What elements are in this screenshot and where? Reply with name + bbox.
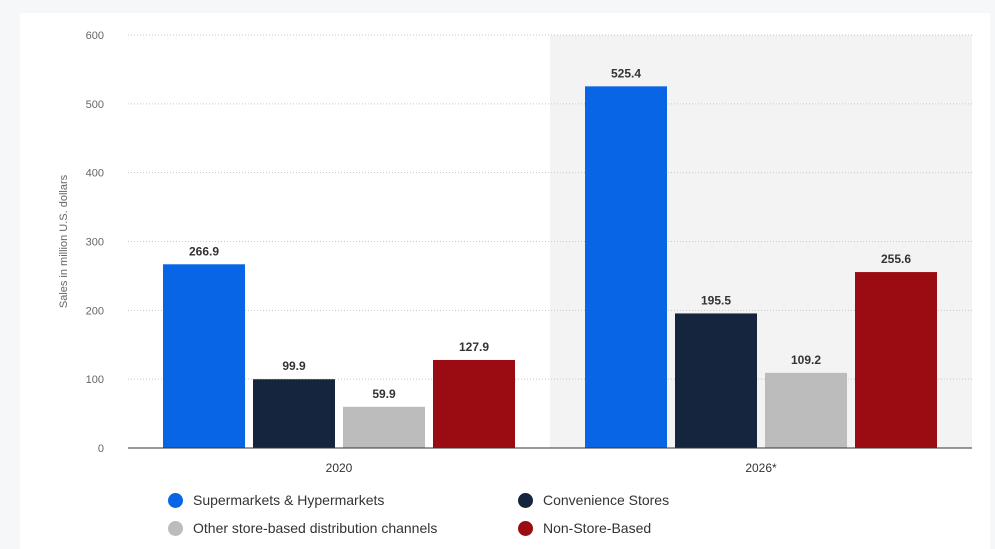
bar-chart: 0 100 200 300 400 500 600 Sales in million U.S.… — [58, 30, 972, 475]
bar — [675, 313, 757, 448]
legend: Supermarkets & Hypermarkets Convenience … — [168, 491, 728, 537]
y-tick-label: 500 — [86, 99, 104, 111]
data-label: 255.6 — [881, 252, 911, 266]
chart-card: 0 100 200 300 400 500 600 Sales in million U.S.… — [20, 13, 990, 549]
bar — [163, 264, 245, 448]
legend-dot-icon — [168, 492, 183, 508]
bar — [253, 379, 335, 448]
x-tick-label: 2020 — [326, 461, 353, 475]
data-label: 109.2 — [791, 353, 821, 367]
y-tick-label: 400 — [86, 168, 104, 180]
data-label: 127.9 — [459, 340, 489, 354]
bar — [855, 272, 937, 448]
legend-item-other-store-based[interactable]: Other store-based distribution channels — [168, 519, 518, 537]
legend-label: Other store-based distribution channels — [193, 520, 438, 536]
bar — [585, 86, 667, 448]
legend-dot-icon — [168, 520, 183, 536]
data-label: 99.9 — [282, 359, 306, 373]
y-tick-label: 200 — [86, 305, 104, 317]
x-tick-label: 2026* — [745, 461, 777, 475]
data-label: 525.4 — [611, 66, 641, 80]
y-tick-label: 100 — [86, 374, 104, 386]
bar — [433, 359, 515, 448]
legend-item-non-store-based[interactable]: Non-Store-Based — [518, 519, 728, 537]
legend-label: Convenience Stores — [543, 492, 670, 508]
data-label: 195.5 — [701, 293, 731, 307]
bar — [765, 372, 847, 448]
y-tick-label: 600 — [86, 30, 104, 42]
legend-label: Non-Store-Based — [543, 520, 652, 536]
data-label: 266.9 — [189, 244, 219, 258]
y-tick-label: 300 — [86, 237, 104, 249]
y-axis-label: Sales in million U.S. dollars — [58, 174, 70, 308]
data-label: 59.9 — [372, 387, 396, 401]
bar — [343, 406, 425, 448]
legend-item-convenience-stores[interactable]: Convenience Stores — [518, 491, 728, 509]
legend-dot-icon — [518, 492, 533, 508]
legend-label: Supermarkets & Hypermarkets — [193, 492, 385, 508]
legend-dot-icon — [518, 520, 533, 536]
legend-item-supermarkets[interactable]: Supermarkets & Hypermarkets — [168, 491, 518, 509]
y-tick-label: 0 — [98, 443, 104, 455]
